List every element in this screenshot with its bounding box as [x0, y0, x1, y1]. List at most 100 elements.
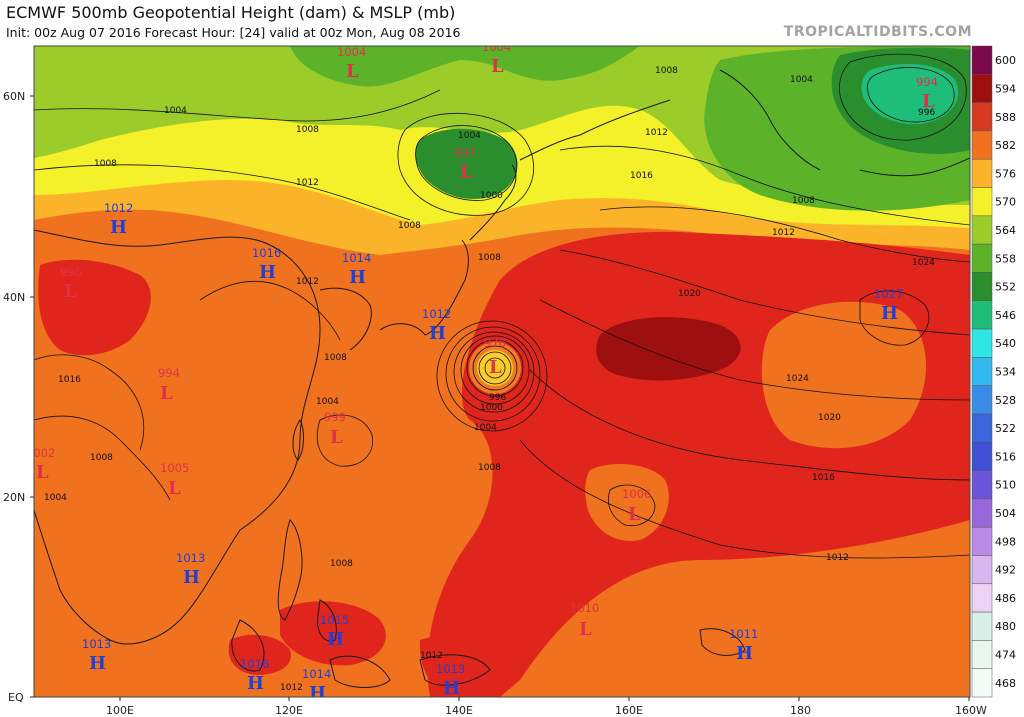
lat-label: 40N [3, 291, 25, 304]
low-pressure-center: 999 L [324, 410, 346, 448]
isobar-label: 1016 [630, 171, 653, 181]
isobar-label: 1008 [324, 353, 347, 363]
svg-text:L: L [346, 61, 359, 82]
low-pressure-center: 997 L [454, 146, 476, 183]
isobar-label: 1004 [44, 493, 67, 503]
svg-text:L: L [628, 504, 641, 525]
isobar-label: 1004 [316, 397, 339, 407]
low-pressure-center: 1010 L [570, 601, 599, 640]
brand-watermark[interactable]: TROPICALTIDBITS.COM [783, 24, 972, 40]
height-field: 1004 1008 1012 1004 1000 1008 1012 1016 … [34, 40, 970, 697]
low-pressure-center: 1002 L [34, 446, 55, 483]
map-frame [33, 45, 971, 698]
colorbar-level-label: 498 [995, 535, 1016, 548]
isobar-label: 1024 [912, 258, 935, 268]
isobar-label: 1008 [330, 559, 353, 569]
colorbar-level-label: 522 [995, 422, 1016, 435]
colorbar-level-label: 510 [995, 479, 1016, 492]
svg-text:1005: 1005 [160, 461, 189, 475]
high-pressure-center: 1014 H [342, 251, 371, 288]
isobar-label: 1008 [94, 159, 117, 169]
svg-text:H: H [429, 323, 446, 344]
colorbar-swatch [971, 442, 993, 471]
svg-text:1014: 1014 [342, 251, 371, 265]
high-pressure-center: 1012 H [104, 201, 133, 238]
colorbar-swatch [971, 328, 993, 358]
svg-text:1012: 1012 [422, 307, 451, 321]
svg-text:L: L [460, 162, 473, 183]
isobar-labels: 1004 1008 1012 1004 1000 1008 1012 1016 … [44, 66, 935, 693]
svg-text:H: H [247, 673, 264, 694]
colorbar-swatch [971, 413, 993, 443]
svg-text:1013: 1013 [82, 637, 111, 651]
coastlines [34, 69, 970, 688]
lon-label: 180 [790, 704, 811, 717]
colorbar: 600 594 588 582 576 570 564 558 552 546 540 534 528 5… [971, 45, 1016, 698]
colorbar-level-label: 474 [995, 649, 1016, 662]
svg-text:H: H [259, 262, 276, 283]
svg-text:996: 996 [60, 265, 82, 279]
svg-text:999: 999 [324, 410, 346, 424]
isobar-label: 1016 [58, 375, 81, 385]
isobar-label: 1008 [478, 253, 501, 263]
colorbar-level-label: 486 [995, 592, 1016, 605]
isobar-label: 1012 [280, 683, 303, 693]
colorbar-level-label: 588 [995, 111, 1016, 124]
svg-text:1004: 1004 [337, 45, 366, 59]
lat-label: 20N [3, 491, 25, 504]
svg-text:L: L [64, 281, 77, 302]
isobar-label: 1008 [90, 453, 113, 463]
isobar-label: 1012 [420, 651, 443, 661]
header: ECMWF 500mb Geopotential Height (dam) & … [0, 0, 1024, 46]
pressure-centers: 1012 H 1016 H 1014 H 1012 H 1027 H 1013 … [34, 40, 938, 697]
svg-text:1004: 1004 [482, 40, 511, 54]
isobar-label: 1012 [645, 128, 668, 138]
lon-label: 100E [106, 704, 134, 717]
colorbar-level-label: 552 [995, 281, 1016, 294]
svg-text:994: 994 [916, 75, 938, 89]
low-pressure-center: 1006 L [622, 487, 651, 525]
isobar-label: 1008 [398, 221, 421, 231]
low-pressure-center: 976 L [484, 336, 506, 378]
isobar-label: 1012 [772, 228, 795, 238]
colorbar-swatch [971, 45, 993, 75]
svg-text:976: 976 [484, 336, 506, 350]
low-pressure-center: 1004 L [482, 40, 511, 77]
colorbar-level-label: 582 [995, 139, 1016, 152]
colorbar-level-label: 534 [995, 366, 1016, 379]
svg-text:1012: 1012 [104, 201, 133, 215]
lon-label: 160W [955, 704, 987, 717]
svg-text:L: L [168, 478, 181, 499]
svg-text:L: L [922, 91, 935, 112]
isobar-label: 1004 [458, 131, 481, 141]
svg-text:H: H [110, 217, 127, 238]
svg-text:H: H [89, 653, 106, 674]
isobar-label: 1008 [478, 463, 501, 473]
colorbar-swatch [971, 470, 993, 500]
isobars [34, 53, 970, 559]
colorbar-swatch [971, 640, 993, 669]
map-subtitle: Init: 00z Aug 07 2016 Forecast Hour: [24… [6, 25, 461, 40]
colorbar-swatch [971, 102, 993, 132]
latitude-axis: 60N 40N 20N EQ [3, 90, 34, 704]
colorbar-swatch [971, 272, 993, 301]
low-pressure-center: 1005 L [160, 461, 189, 499]
svg-text:1013: 1013 [176, 551, 205, 565]
isobar-label: 1008 [655, 66, 678, 76]
svg-text:994: 994 [158, 366, 180, 380]
svg-text:1010: 1010 [570, 601, 599, 615]
isobar-label: 996 [918, 108, 935, 118]
svg-text:L: L [330, 427, 343, 448]
svg-text:L: L [491, 56, 504, 77]
isobar-label: 1000 [480, 403, 503, 413]
svg-text:1014: 1014 [302, 667, 331, 681]
high-pressure-center: 1012 H [422, 307, 451, 344]
low-pressure-center: 994 L [158, 366, 180, 404]
lat-label: EQ [8, 691, 24, 704]
colorbar-swatch [971, 498, 993, 528]
isobar-label: 1024 [786, 374, 809, 384]
lon-label: 120E [275, 704, 303, 717]
colorbar-level-label: 570 [995, 196, 1016, 209]
svg-text:1016: 1016 [240, 657, 269, 671]
low-pressure-center: 994 L [916, 75, 938, 112]
